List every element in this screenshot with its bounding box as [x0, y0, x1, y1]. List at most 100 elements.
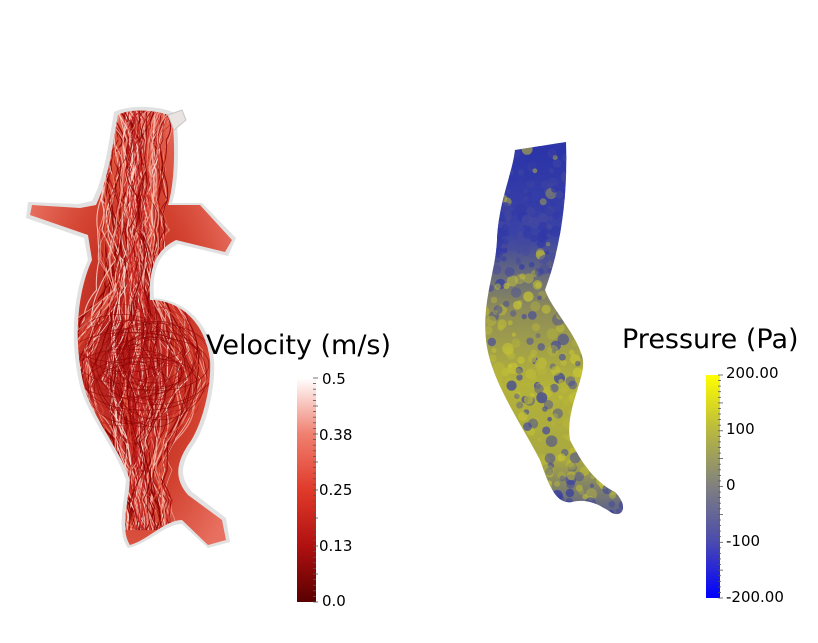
pressure-speckle	[542, 426, 551, 435]
pressure-speckle	[616, 302, 624, 313]
pressure-speckle	[485, 325, 493, 335]
pressure-speckle	[547, 416, 552, 422]
pressure-speckle	[605, 210, 611, 216]
pressure-speckle	[511, 482, 524, 495]
pressure-speckle	[590, 474, 596, 480]
streamline	[136, 110, 167, 531]
pressure-speckle	[518, 437, 528, 447]
pressure-speckle	[589, 452, 598, 461]
pressure-speckle	[528, 261, 535, 268]
pressure-speckle	[545, 435, 558, 448]
velocity-colorbar	[297, 377, 318, 603]
pressure-speckle	[485, 376, 486, 382]
pressure-speckle	[575, 360, 581, 367]
pressure-speckle	[610, 465, 620, 474]
pressure-speckle	[511, 210, 517, 216]
pressure-speckle	[622, 226, 624, 238]
pressure-speckle	[506, 240, 518, 252]
pressure-speckle	[506, 216, 512, 222]
pressure-speckle	[523, 196, 530, 202]
pressure-speckle	[606, 402, 619, 415]
pressure-speckle	[485, 383, 493, 395]
pressure-speckle	[585, 240, 597, 253]
pressure-speckle	[603, 257, 609, 262]
pressure-speckle	[530, 349, 537, 357]
pressure-speckle	[601, 271, 611, 280]
pressure-speckle	[592, 299, 600, 307]
pressure-speckle	[547, 215, 554, 222]
pressure-speckle	[541, 162, 551, 172]
pressure-speckle	[582, 142, 595, 151]
pressure-speckle	[553, 142, 562, 150]
pressure-speckle	[547, 344, 559, 357]
pressure-colorbar-ramp	[706, 375, 720, 598]
pressure-speckle	[570, 322, 578, 331]
pressure-speckle	[497, 319, 507, 329]
pressure-speckle	[485, 473, 492, 486]
swirl-streamline	[89, 334, 153, 379]
pressure-speckle	[568, 304, 580, 317]
pressure-speckle	[536, 392, 548, 404]
pressure-speckle	[609, 361, 620, 372]
pressure-speckle	[606, 270, 611, 275]
pressure-speckle	[500, 482, 510, 491]
pressure-speckle	[600, 224, 613, 237]
pressure-speckle	[591, 253, 598, 260]
pressure-speckle	[507, 427, 515, 435]
pressure-speckle	[611, 392, 621, 402]
pressure-speckle	[487, 474, 500, 487]
pressure-speckle	[497, 401, 509, 413]
pressure-speckle	[572, 367, 583, 378]
streamline	[140, 110, 166, 531]
pressure-speckle	[517, 356, 525, 364]
pressure-speckle	[611, 392, 619, 400]
pressure-speckle	[567, 258, 578, 269]
velocity-legend-title: Velocity (m/s)	[206, 330, 392, 361]
pressure-speckle	[501, 450, 514, 462]
pressure-speckle	[567, 462, 578, 472]
pressure-speckle	[522, 229, 533, 240]
pressure-speckle	[590, 218, 596, 224]
pressure-speckle	[582, 425, 591, 434]
pressure-speckle	[589, 447, 601, 459]
pressure-speckle	[571, 176, 583, 188]
pressure-speckle	[579, 262, 589, 272]
pressure-speckle	[576, 153, 582, 159]
pressure-speckle	[594, 325, 606, 336]
pressure-speckle	[579, 198, 587, 206]
pressure-speckle	[565, 299, 571, 305]
pressure-speckle	[599, 189, 611, 201]
pressure-speckle	[557, 453, 566, 462]
pressure-speckle	[566, 471, 577, 481]
pressure-speckle	[521, 143, 533, 155]
pressure-tick-label: 200.00	[726, 364, 779, 382]
pressure-speckle	[490, 296, 498, 304]
pressure-speckle	[587, 450, 599, 462]
pressure-speckle	[530, 301, 541, 312]
pressure-speckle	[583, 218, 590, 224]
pressure-speckle	[576, 303, 587, 315]
pressure-speckle	[560, 386, 568, 394]
streamline	[155, 110, 204, 531]
pressure-speckle	[591, 513, 602, 515]
pressure-speckle	[591, 402, 596, 407]
pressure-speckle	[593, 153, 598, 159]
pressure-speckle	[582, 266, 590, 275]
pressure-speckle	[573, 247, 579, 253]
swirl-streamline	[84, 328, 171, 373]
pressure-speckle	[541, 304, 551, 314]
pressure-speckle	[622, 256, 624, 264]
pressure-speckle	[587, 236, 598, 246]
pressure-speckle	[558, 353, 566, 361]
pressure-speckle	[612, 289, 624, 302]
pressure-speckle	[558, 395, 563, 400]
pressure-speckle	[554, 481, 560, 487]
pressure-speckle	[569, 452, 581, 464]
pressure-speckle	[583, 261, 589, 267]
pressure-speckle	[586, 411, 595, 420]
pressure-speckle	[594, 369, 603, 378]
pressure-speckle	[624, 452, 633, 461]
pressure-speckle	[610, 209, 620, 218]
pressure-speckle	[523, 291, 534, 302]
